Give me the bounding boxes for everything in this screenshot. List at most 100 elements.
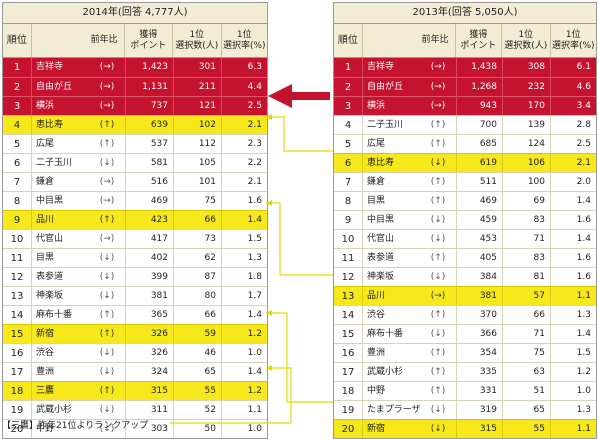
first-count-cell: 124 (502, 135, 550, 153)
area-name-cell: 恵比寿 (362, 154, 420, 172)
table-header-2013: 順位 前年比 獲得 ポイント 1位 選択数(人) 1位 選択率(%) (334, 24, 596, 58)
points-cell: 1,423 (125, 58, 173, 77)
first-rate-cell: 3.4 (550, 97, 596, 115)
rank-cell: 1 (344, 62, 352, 73)
rank-cell: 13 (10, 291, 24, 302)
area-name-cell: 神楽坂 (31, 287, 89, 305)
area-name-cell: 品川 (31, 211, 89, 229)
area-name-cell: 中目黒 (31, 192, 89, 210)
table-row: 12 神楽坂 (↓) 384 81 1.6 (334, 267, 596, 286)
rank-cell: 16 (341, 348, 355, 359)
table-row: 4 二子玉川 (↑) 700 139 2.8 (334, 115, 596, 134)
first-count-cell: 101 (173, 173, 221, 191)
prev-year-change-cell: (↓) (99, 291, 115, 301)
points-cell: 324 (125, 363, 173, 381)
table-row: 1 吉祥寺 (→) 1,423 301 6.3 (3, 58, 267, 77)
area-name-cell: 鎌倉 (362, 173, 420, 191)
prev-year-change-cell: (↑) (99, 310, 115, 320)
area-name-cell: 渋谷 (362, 306, 420, 324)
header-rank: 順位 (337, 35, 358, 46)
first-rate-cell: 1.5 (550, 344, 596, 362)
points-cell: 311 (125, 401, 173, 419)
first-rate-cell: 1.4 (550, 230, 596, 248)
first-rate-cell: 1.0 (221, 420, 267, 438)
first-rate-cell: 1.3 (550, 306, 596, 324)
first-count-cell: 55 (502, 420, 550, 438)
rank-cell: 9 (344, 215, 352, 226)
area-name-cell: 豊洲 (362, 344, 420, 362)
points-cell: 639 (125, 116, 173, 134)
area-name-cell: 目黒 (31, 249, 89, 267)
first-count-cell: 65 (502, 401, 550, 419)
prev-year-change-cell: (→) (430, 82, 446, 92)
first-rate-cell: 1.3 (221, 249, 267, 267)
prev-year-change-cell: (↑) (99, 386, 115, 396)
first-count-cell: 65 (173, 363, 221, 381)
rank-cell: 15 (341, 329, 355, 340)
first-rate-cell: 1.4 (550, 325, 596, 343)
table-row: 10 代官山 (↓) 453 71 1.4 (334, 229, 596, 248)
rank-cell: 3 (344, 101, 352, 112)
first-count-cell: 308 (502, 58, 550, 77)
rank-cell: 17 (341, 367, 355, 378)
table-row: 20 中野 (↓) 303 50 1.0 (3, 419, 267, 438)
first-rate-cell: 1.6 (550, 268, 596, 286)
prev-year-change-cell: (↑) (99, 139, 115, 149)
points-cell: 331 (456, 382, 502, 400)
first-count-cell: 83 (502, 211, 550, 229)
prev-year-change-cell: (→) (430, 291, 446, 301)
first-count-cell: 46 (173, 344, 221, 362)
header-points: 獲得 ポイント (454, 24, 501, 57)
prev-year-change-cell: (↑) (99, 329, 115, 339)
points-cell: 737 (125, 97, 173, 115)
prev-year-change-cell: (↑) (430, 177, 446, 187)
prev-year-change-cell: (↑) (430, 196, 446, 206)
first-count-cell: 69 (502, 192, 550, 210)
first-count-cell: 87 (173, 268, 221, 286)
points-cell: 459 (456, 211, 502, 229)
first-rate-cell: 4.4 (221, 78, 267, 96)
table-caption-2013: 2013年(回答 5,050人) (334, 3, 596, 24)
points-cell: 405 (456, 249, 502, 267)
big-left-arrow-icon (268, 84, 330, 108)
area-name-cell: 新宿 (362, 420, 420, 438)
points-cell: 366 (456, 325, 502, 343)
table-row: 6 恵比寿 (↓) 619 106 2.1 (334, 153, 596, 172)
rank-cell: 17 (10, 367, 24, 378)
footnote-mitaka: 【三鷹】昨年21位よりランクアップ (2, 421, 149, 431)
first-rate-cell: 1.4 (221, 211, 267, 229)
first-rate-cell: 1.3 (550, 401, 596, 419)
first-count-cell: 102 (173, 116, 221, 134)
table-body-2013: 1 吉祥寺 (→) 1,438 308 6.1 2 自由が丘 (→) 1,268 232 4.6 3 横浜… (334, 58, 596, 438)
first-count-cell: 52 (173, 401, 221, 419)
prev-year-change-cell: (↓) (99, 253, 115, 263)
rank-cell: 7 (13, 177, 21, 188)
first-rate-cell: 1.5 (221, 230, 267, 248)
first-rate-cell: 2.5 (221, 97, 267, 115)
table-row: 14 麻布十番 (↑) 365 66 1.4 (3, 305, 267, 324)
points-cell: 381 (456, 287, 502, 305)
header-points: 獲得 ポイント (123, 24, 172, 57)
first-count-cell: 71 (502, 230, 550, 248)
rank-cell: 4 (344, 120, 352, 131)
prev-year-change-cell: (→) (99, 196, 115, 206)
prev-year-change-cell: (↓) (99, 424, 115, 434)
points-cell: 685 (456, 135, 502, 153)
first-rate-cell: 2.3 (221, 135, 267, 153)
rank-cell: 14 (341, 310, 355, 321)
area-name-cell: たまプラーザ (362, 401, 420, 419)
first-rate-cell: 2.2 (221, 154, 267, 172)
first-count-cell: 66 (173, 211, 221, 229)
first-count-cell: 57 (502, 287, 550, 305)
first-rate-cell: 1.6 (550, 249, 596, 267)
rank-cell: 11 (10, 253, 24, 264)
prev-year-change-cell: (↓) (430, 272, 446, 282)
area-name-cell: 表参道 (362, 249, 420, 267)
area-name-cell: 中野 (362, 382, 420, 400)
rank-cell: 20 (10, 424, 24, 435)
header-prev-year: 前年比 (30, 24, 124, 57)
table-caption-2014: 2014年(回答 4,777人) (3, 3, 267, 24)
first-rate-cell: 2.5 (550, 135, 596, 153)
rank-cell: 6 (344, 158, 352, 169)
rank-cell: 14 (10, 310, 24, 321)
